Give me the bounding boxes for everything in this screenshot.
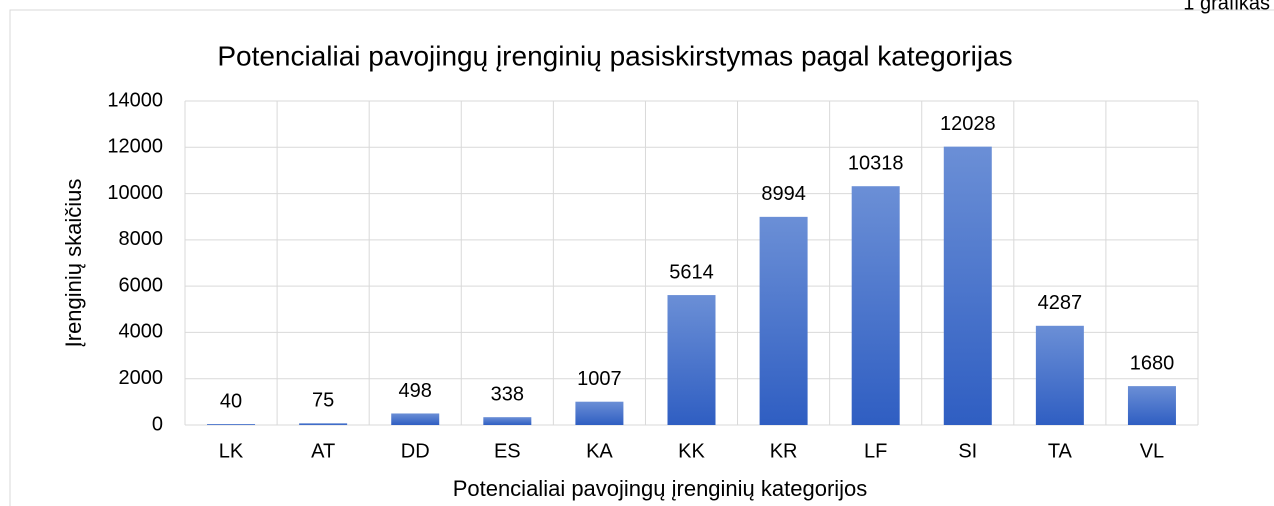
y-tick-label: 2000 <box>119 367 164 389</box>
bar <box>667 295 716 425</box>
data-label: 10318 <box>848 152 904 174</box>
y-tick-label: 8000 <box>119 228 164 250</box>
y-axis-label: Įrenginių skaičius <box>61 179 86 348</box>
bar <box>759 216 808 425</box>
data-label: 4287 <box>1038 292 1083 314</box>
data-label: 498 <box>399 380 432 402</box>
data-label: 40 <box>220 390 242 412</box>
data-label: 338 <box>491 383 524 405</box>
x-tick-label: ES <box>494 440 521 462</box>
x-axis-label: Potencialiai pavojingų įrenginių kategor… <box>453 476 868 501</box>
bar <box>851 186 900 425</box>
y-tick-label: 14000 <box>107 89 163 111</box>
bar <box>1127 386 1176 425</box>
data-label: 75 <box>312 390 334 412</box>
data-label: 8994 <box>761 183 806 205</box>
bar <box>483 417 532 425</box>
data-label: 1007 <box>577 368 622 390</box>
data-label: 5614 <box>669 261 714 283</box>
bar <box>391 413 440 425</box>
y-tick-label: 4000 <box>119 321 164 343</box>
bar <box>207 424 256 425</box>
bar <box>1035 325 1084 425</box>
chart-frame <box>9 9 1274 506</box>
chart-title: Potencialiai pavojingų įrenginių pasiski… <box>217 40 1012 71</box>
x-tick-label: SI <box>958 440 977 462</box>
bar <box>943 146 992 426</box>
x-tick-label: KR <box>770 440 798 462</box>
x-tick-label: KK <box>678 440 705 462</box>
x-tick-label: KA <box>586 440 613 462</box>
data-label: 12028 <box>940 113 996 135</box>
x-tick-label: DD <box>401 440 430 462</box>
y-tick-label: 12000 <box>107 136 163 158</box>
x-tick-label: TA <box>1048 440 1073 462</box>
x-tick-label: AT <box>311 440 335 462</box>
x-tick-label: LF <box>864 440 887 462</box>
bar <box>575 401 624 425</box>
y-tick-label: 10000 <box>107 182 163 204</box>
bar <box>299 423 348 425</box>
corner-label: 1 grafikas <box>1183 0 1270 14</box>
x-tick-label: VL <box>1140 440 1164 462</box>
y-tick-label: 0 <box>152 413 163 435</box>
data-label: 1680 <box>1130 352 1175 374</box>
x-tick-label: LK <box>219 440 244 462</box>
y-tick-label: 6000 <box>119 274 164 296</box>
